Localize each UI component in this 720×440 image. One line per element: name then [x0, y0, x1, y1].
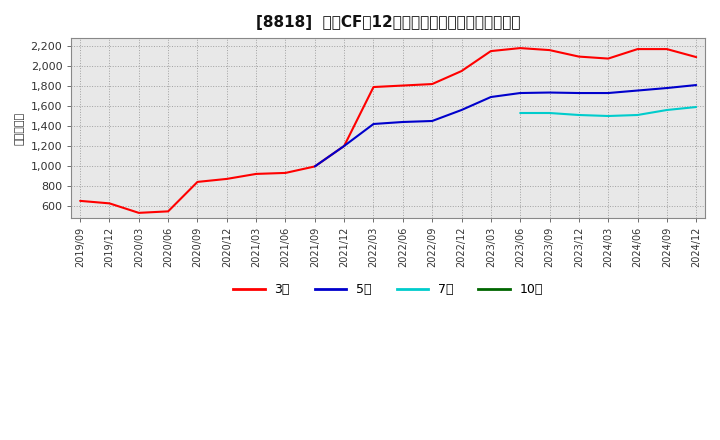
Y-axis label: （百万円）: （百万円）: [15, 111, 25, 145]
3年: [193, 179, 202, 184]
5年: [575, 90, 583, 95]
5年: [604, 90, 613, 95]
5年: [516, 90, 524, 95]
7年: [604, 114, 613, 119]
7年: [575, 112, 583, 117]
7年: [545, 110, 554, 116]
5年: [310, 164, 319, 169]
Title: [8818]  営業CFの12か月移動合計の標準偏差の推移: [8818] 営業CFの12か月移動合計の標準偏差の推移: [256, 15, 521, 30]
7年: [633, 112, 642, 117]
3年: [105, 201, 114, 206]
5年: [487, 95, 495, 100]
Line: 7年: 7年: [520, 107, 696, 116]
3年: [222, 176, 231, 182]
3年: [662, 47, 671, 52]
3年: [340, 143, 348, 149]
3年: [369, 84, 378, 90]
7年: [662, 107, 671, 113]
Line: 3年: 3年: [80, 48, 696, 213]
5年: [692, 82, 701, 88]
5年: [340, 143, 348, 149]
3年: [135, 210, 143, 216]
7年: [516, 110, 524, 116]
3年: [575, 54, 583, 59]
3年: [76, 198, 84, 204]
3年: [545, 48, 554, 53]
Legend: 3年, 5年, 7年, 10年: 3年, 5年, 7年, 10年: [228, 279, 548, 301]
5年: [428, 118, 436, 124]
3年: [457, 69, 466, 74]
3年: [282, 170, 290, 176]
5年: [398, 119, 407, 125]
3年: [398, 83, 407, 88]
3年: [516, 45, 524, 51]
3年: [487, 48, 495, 54]
5年: [545, 90, 554, 95]
3年: [604, 56, 613, 61]
3年: [428, 81, 436, 87]
5年: [662, 85, 671, 91]
5年: [369, 121, 378, 127]
5年: [633, 88, 642, 93]
3年: [252, 171, 261, 176]
7年: [692, 104, 701, 110]
3年: [164, 209, 173, 214]
3年: [692, 55, 701, 60]
3年: [310, 164, 319, 169]
5年: [457, 107, 466, 113]
3年: [633, 47, 642, 52]
Line: 5年: 5年: [315, 85, 696, 166]
